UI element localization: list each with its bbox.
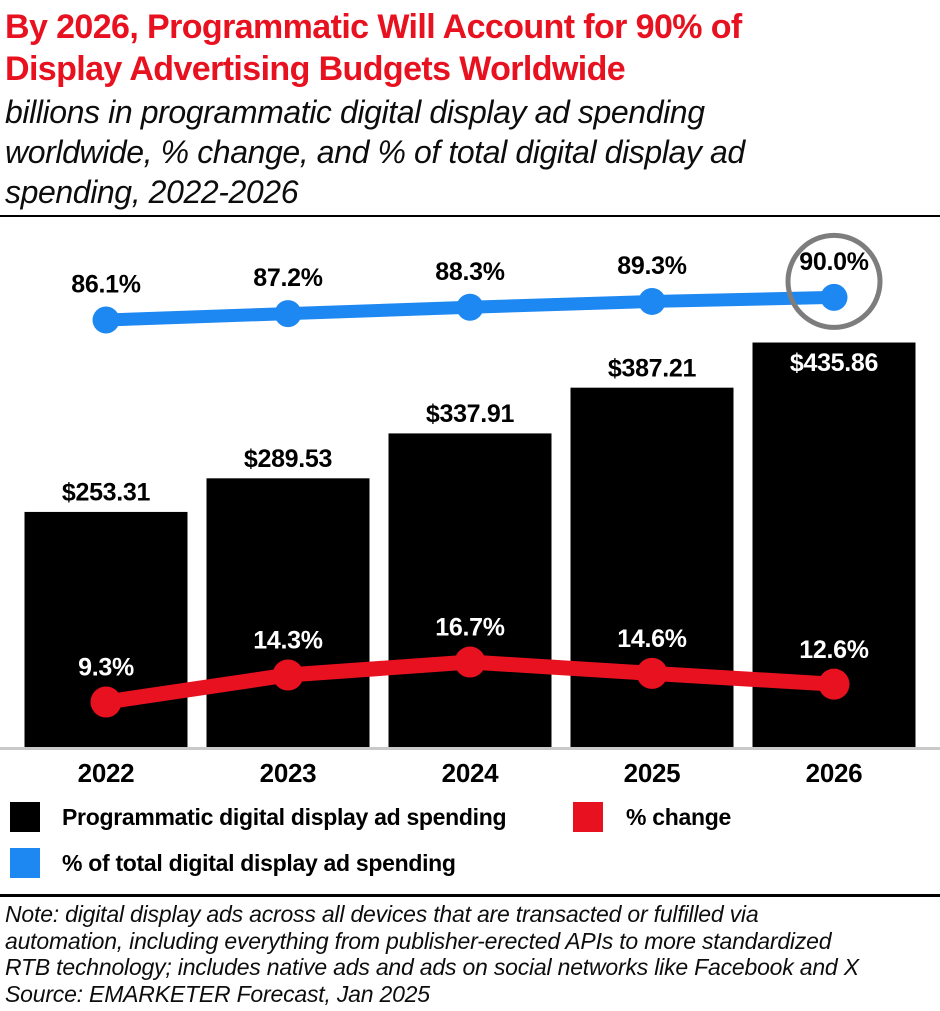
chart-title-line-2: Display Advertising Budgets Worldwide xyxy=(5,50,626,88)
source-line: Source: EMARKETER Forecast, Jan 2025 xyxy=(5,980,430,1007)
pct-change-label-2024: 16.7% xyxy=(435,614,504,642)
legend-swatch-bar-spending xyxy=(10,802,40,832)
x-axis-label-2024: 2024 xyxy=(442,758,499,788)
legend-row-2: % of total digital display ad spending xyxy=(0,848,940,878)
chart-subtitle-line-3: spending, 2022-2026 xyxy=(5,174,299,210)
chart-svg: $253.31 $289.53 $337.91 $387.21 $435.86 2022 2… xyxy=(0,232,940,788)
legend-swatch-pct-change xyxy=(573,802,603,832)
chart-subtitle-line-1: billions in programmatic digital display… xyxy=(5,94,705,130)
share-label-2026: 90.0% xyxy=(799,248,868,276)
x-axis-label-2026: 2026 xyxy=(806,758,863,788)
chart-subtitle-line-2: worldwide, % change, and % of total digi… xyxy=(5,134,745,170)
x-axis-label-2023: 2023 xyxy=(260,758,317,788)
footnote: Note: digital display ads across all dev… xyxy=(5,901,859,1007)
x-axis-baseline xyxy=(0,747,940,750)
share-label-2025: 89.3% xyxy=(617,252,686,280)
top-divider-line xyxy=(0,215,940,217)
bar-value-label-2026: $435.86 xyxy=(790,349,878,377)
chart-title-line-1: By 2026, Programmatic Will Account for 9… xyxy=(5,8,742,46)
highlight-circle-90pct xyxy=(785,232,883,330)
pct-change-label-2023: 14.3% xyxy=(253,627,322,655)
pct-change-label-2022: 9.3% xyxy=(78,654,134,682)
share-label-2022: 86.1% xyxy=(71,271,140,299)
chart-title: By 2026, Programmatic Will Account for 9… xyxy=(5,6,742,90)
legend-label-pct-change: % change xyxy=(626,804,731,830)
legend-swatch-pct-of-total xyxy=(10,848,40,878)
pct-change-label-2025: 14.6% xyxy=(617,625,686,653)
x-axis-label-2022: 2022 xyxy=(78,758,135,788)
share-point-2026 xyxy=(820,283,848,311)
pct-change-point-2022 xyxy=(90,686,122,718)
x-axis-label-2025: 2025 xyxy=(624,758,681,788)
bar-value-label-2022: $253.31 xyxy=(62,479,151,507)
share-label-2024: 88.3% xyxy=(435,258,504,286)
share-point-2024 xyxy=(456,293,484,321)
bar-2025 xyxy=(570,387,734,747)
legend-label-pct-of-total: % of total digital display ad spending xyxy=(62,850,456,876)
share-point-2023 xyxy=(274,300,302,328)
pct-change-point-2026 xyxy=(818,668,850,700)
chart-subtitle: billions in programmatic digital display… xyxy=(5,92,745,212)
bar-value-label-2025: $387.21 xyxy=(608,354,697,382)
bar-value-label-2023: $289.53 xyxy=(244,445,332,473)
pct-change-point-2024 xyxy=(454,646,486,678)
bar-value-label-2024: $337.91 xyxy=(426,400,515,428)
bottom-divider-line xyxy=(0,894,940,897)
pct-change-point-2023 xyxy=(272,659,304,691)
note-line-1: Note: digital display ads across all dev… xyxy=(5,901,759,927)
note-line-3: RTB technology; includes native ads and … xyxy=(5,954,859,980)
legend-row-1: Programmatic digital display ad spending… xyxy=(0,802,940,832)
pct-change-point-2025 xyxy=(636,657,668,689)
bar-2023 xyxy=(206,478,370,747)
bar-2024 xyxy=(388,433,552,747)
note-line-2: automation, including everything from pu… xyxy=(5,927,832,954)
share-point-2025 xyxy=(638,287,666,315)
share-point-2022 xyxy=(92,306,120,334)
share-label-2023: 87.2% xyxy=(253,264,322,292)
pct-change-label-2026: 12.6% xyxy=(799,636,868,664)
legend-label-bar-spending: Programmatic digital display ad spending xyxy=(62,804,507,830)
